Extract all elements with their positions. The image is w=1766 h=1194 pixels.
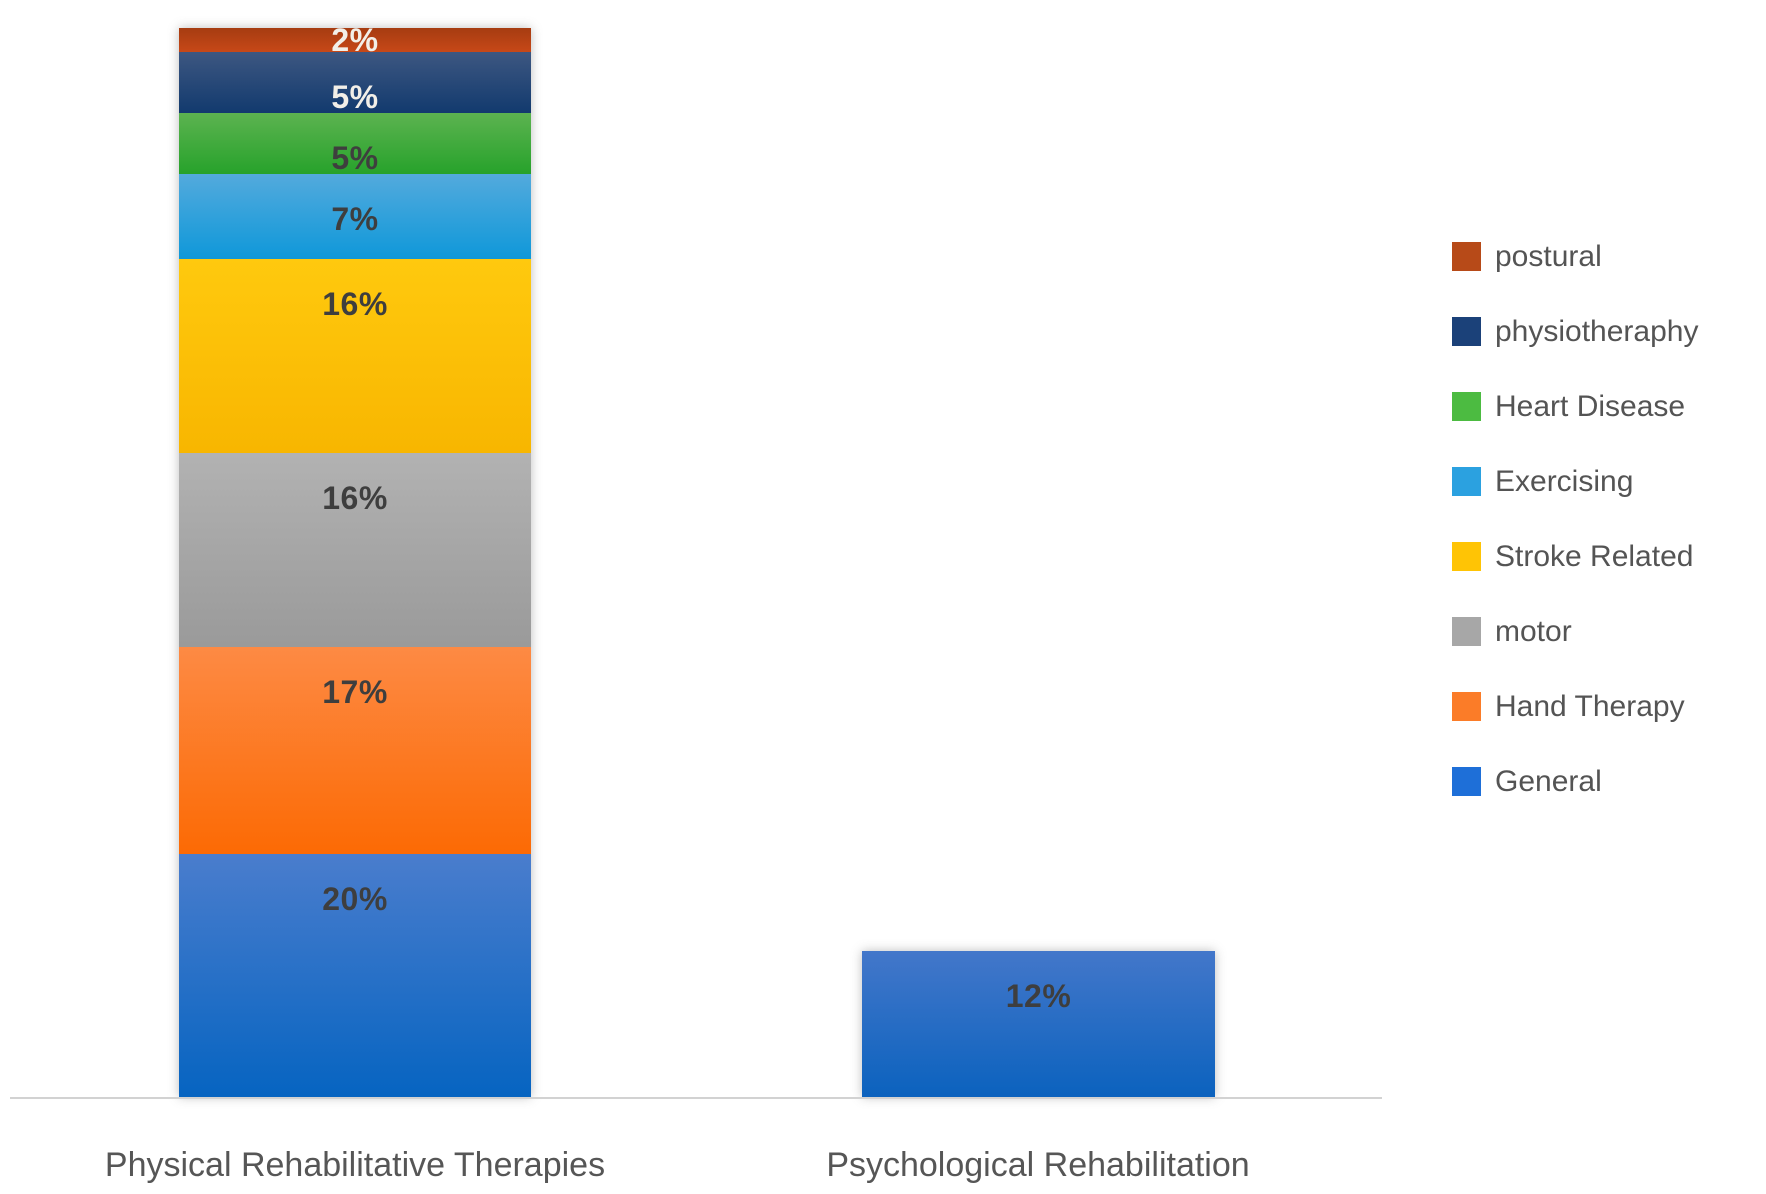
legend-label-physiotheraphy: physiotheraphy: [1495, 314, 1699, 348]
legend-label-heart-disease: Heart Disease: [1495, 389, 1686, 423]
bar-segment-motor: 16%: [179, 453, 531, 648]
legend-item-motor: motor: [1452, 594, 1698, 669]
category-label-physical: Physical Rehabilitative Therapies: [104, 1146, 606, 1184]
bar-physical-rehabilitative-therapies: 2% 5% 5% 7% 16% 16% 17% 20%: [179, 22, 531, 1097]
bar-segment-heart-disease: 5%: [179, 112, 531, 176]
legend-item-postural: postural: [1452, 219, 1698, 294]
legend-label-general: General: [1495, 764, 1602, 798]
data-label-motor: 16%: [322, 480, 388, 517]
data-label-stroke-related: 16%: [322, 285, 388, 322]
bar-segment-exercising: 7%: [179, 173, 531, 259]
data-label-postural: 2%: [331, 22, 379, 59]
data-label-hand-therapy: 17%: [322, 674, 388, 711]
legend-swatch-heart-disease: [1452, 392, 1481, 421]
category-label-psychological: Psychological Rehabilitation: [826, 1146, 1250, 1184]
bar-segment-stroke-related: 16%: [179, 258, 531, 454]
legend-swatch-hand-therapy: [1452, 692, 1481, 721]
bar-segment-physiotheraphy: 5%: [179, 52, 531, 116]
bar-segment-postural: 2%: [179, 22, 531, 58]
x-axis-line: [10, 1097, 1382, 1099]
data-label-exercising: 7%: [331, 200, 379, 237]
legend: postural physiotheraphy Heart Disease Exerc…: [1452, 219, 1698, 819]
legend-item-exercising: Exercising: [1452, 444, 1698, 519]
legend-swatch-motor: [1452, 617, 1481, 646]
legend-swatch-physiotheraphy: [1452, 317, 1481, 346]
legend-item-general: General: [1452, 744, 1698, 819]
legend-item-heart-disease: Heart Disease: [1452, 369, 1698, 444]
legend-label-exercising: Exercising: [1495, 464, 1634, 498]
legend-label-motor: motor: [1495, 614, 1572, 648]
bar-segment-hand-therapy: 17%: [179, 647, 531, 854]
data-label-general: 12%: [1005, 978, 1072, 1015]
legend-item-hand-therapy: Hand Therapy: [1452, 669, 1698, 744]
legend-item-stroke-related: Stroke Related: [1452, 519, 1698, 594]
data-label-physiotheraphy: 5%: [331, 79, 379, 116]
bar-segment-general: 20%: [179, 853, 531, 1097]
bar-segment-general: 12%: [862, 951, 1215, 1097]
legend-swatch-postural: [1452, 242, 1481, 271]
data-label-general: 20%: [322, 880, 388, 917]
legend-label-hand-therapy: Hand Therapy: [1495, 689, 1685, 723]
data-label-heart-disease: 5%: [331, 139, 379, 176]
legend-swatch-exercising: [1452, 467, 1481, 496]
bar-psychological-rehabilitation: 12%: [862, 951, 1215, 1097]
legend-label-stroke-related: Stroke Related: [1495, 539, 1694, 573]
legend-label-postural: postural: [1495, 239, 1602, 273]
legend-item-physiotheraphy: physiotheraphy: [1452, 294, 1698, 369]
legend-swatch-stroke-related: [1452, 542, 1481, 571]
legend-swatch-general: [1452, 767, 1481, 796]
